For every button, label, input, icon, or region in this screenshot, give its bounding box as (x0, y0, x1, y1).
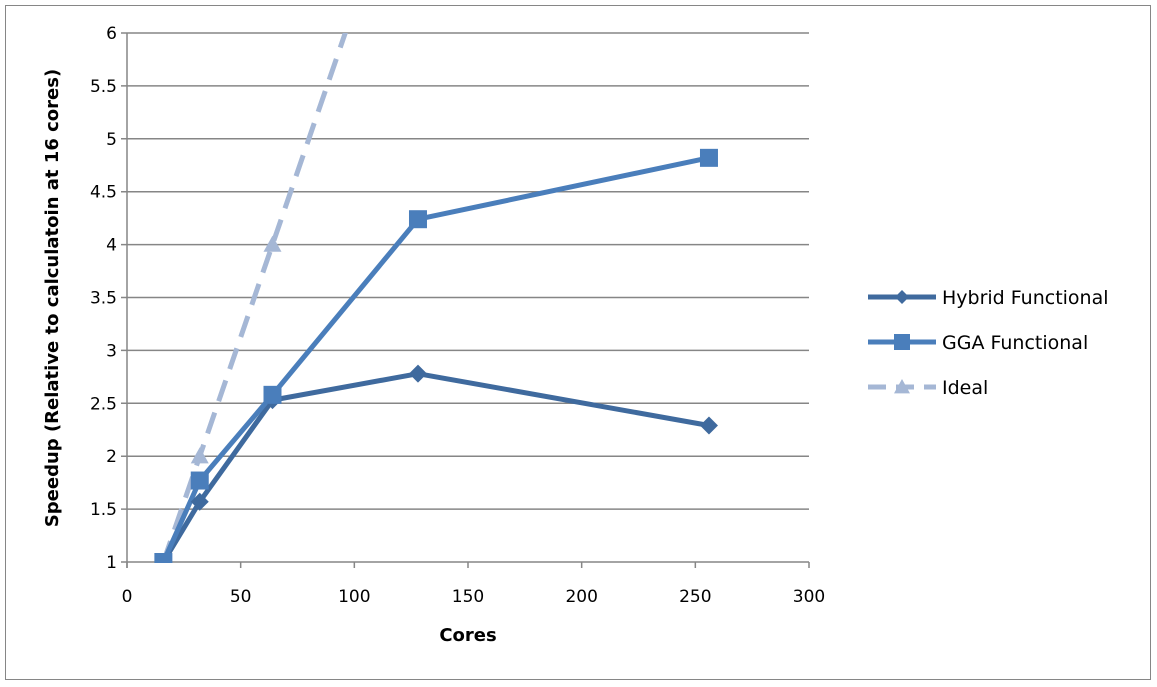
y-tick-label: 1.5 (90, 500, 117, 520)
legend-item: Ideal (868, 377, 988, 399)
y-tick-label: 2.5 (90, 394, 117, 414)
data-point-square (154, 553, 173, 563)
y-tick-label: 6 (106, 24, 117, 44)
data-point-diamond (699, 416, 718, 435)
tick-labels: 1 1.5 2 2.5 3 3.5 4 4.5 5 5.5 6 0 50 100 150 200 250 300 (90, 24, 825, 607)
chart-frame (5, 5, 1151, 680)
legend-label: Hybrid Functional (942, 287, 1109, 309)
y-tick-label: 3 (106, 341, 117, 361)
x-tick-label: 50 (230, 587, 252, 607)
legend: Hybrid Functional GGA Functional Ideal (868, 287, 1109, 399)
data-point-square (190, 471, 209, 490)
legend-diamond-icon (895, 290, 909, 304)
x-tick-label: 200 (565, 587, 597, 607)
data-point-diamond (408, 364, 427, 383)
data-point-square (699, 148, 718, 167)
axes (126, 33, 810, 568)
legend-label: GGA Functional (942, 332, 1088, 354)
legend-triangle-icon (894, 379, 910, 394)
x-tick-label: 250 (679, 587, 711, 607)
x-tick-label: 300 (793, 587, 825, 607)
x-tick-label: 100 (338, 587, 370, 607)
series-line-hybrid-functional (161, 371, 710, 563)
y-tick-label: 5 (106, 130, 117, 150)
y-tick-label: 3.5 (90, 289, 117, 309)
y-tick-label: 1 (106, 553, 117, 573)
markers-group (154, 148, 718, 563)
data-point-diamond (190, 492, 209, 511)
series-line-ideal (161, 33, 348, 563)
x-tick-label: 0 (122, 587, 133, 607)
gridlines (121, 32, 809, 563)
legend-item: Hybrid Functional (868, 287, 1109, 309)
data-point-square (263, 385, 282, 404)
legend-item: GGA Functional (868, 332, 1088, 354)
y-tick-label: 4 (106, 236, 117, 256)
data-point-triangle (190, 447, 209, 464)
y-tick-label: 2 (106, 447, 117, 467)
legend-square-icon (894, 334, 910, 350)
y-axis-label: Speedup (Relative to calculatoin at 16 c… (42, 69, 63, 527)
x-axis-label: Cores (439, 625, 496, 646)
x-tick-label: 150 (452, 587, 484, 607)
series-group (161, 33, 710, 563)
data-point-square (408, 210, 427, 229)
series-line-gga-functional (161, 155, 710, 563)
legend-label: Ideal (942, 377, 988, 399)
y-tick-label: 5.5 (90, 77, 117, 97)
data-point-triangle (263, 235, 282, 252)
y-tick-label: 4.5 (90, 183, 117, 203)
